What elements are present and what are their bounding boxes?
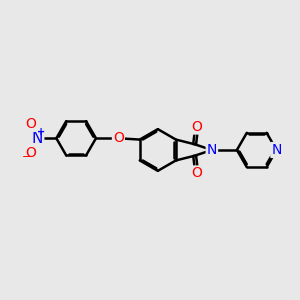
Text: N: N bbox=[32, 131, 43, 146]
Text: O: O bbox=[25, 117, 36, 131]
Text: O: O bbox=[191, 167, 202, 181]
Text: O: O bbox=[191, 119, 202, 134]
Text: +: + bbox=[37, 127, 45, 137]
Text: N: N bbox=[207, 143, 217, 157]
Text: −: − bbox=[22, 152, 31, 161]
Text: O: O bbox=[113, 131, 124, 145]
Text: O: O bbox=[25, 146, 36, 160]
Text: N: N bbox=[271, 143, 282, 157]
